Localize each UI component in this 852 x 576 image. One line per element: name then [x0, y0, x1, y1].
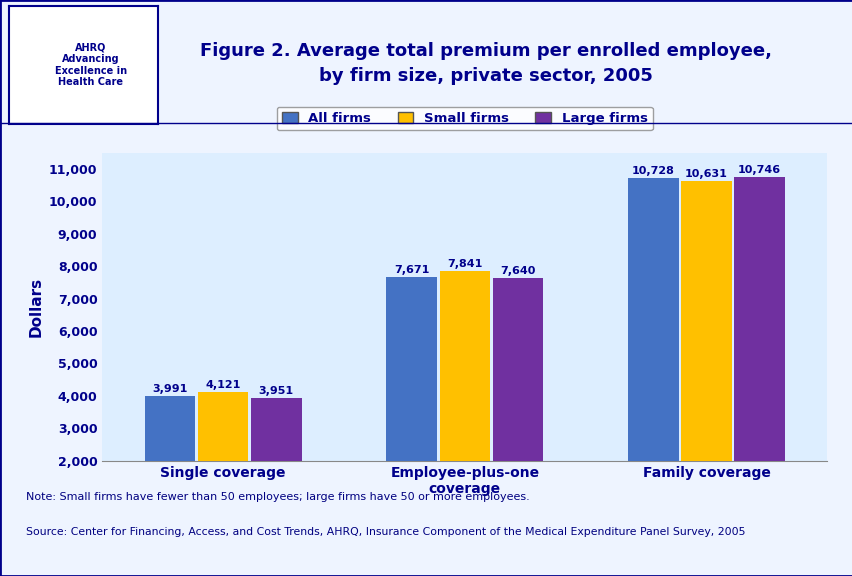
Text: 10,728: 10,728	[631, 166, 674, 176]
Bar	[250, 397, 302, 461]
Y-axis label: Dollars: Dollars	[28, 276, 43, 337]
Bar	[198, 392, 248, 461]
Text: 3,951: 3,951	[258, 385, 294, 396]
Text: 4,121: 4,121	[205, 380, 240, 390]
Text: AHRQ
Advancing
Excellence in
Health Care: AHRQ Advancing Excellence in Health Care	[55, 43, 127, 87]
Bar	[145, 396, 195, 461]
Text: 7,640: 7,640	[500, 266, 535, 276]
Text: Figure 2. Average total premium per enrolled employee,
by firm size, private sec: Figure 2. Average total premium per enro…	[200, 42, 771, 85]
Bar	[681, 181, 731, 461]
Text: Source: Center for Financing, Access, and Cost Trends, AHRQ, Insurance Component: Source: Center for Financing, Access, an…	[26, 527, 744, 537]
Bar	[386, 277, 436, 461]
Bar	[492, 278, 543, 461]
Bar	[734, 177, 784, 461]
Legend: All firms, Small firms, Large firms: All firms, Small firms, Large firms	[276, 107, 653, 130]
Bar	[627, 177, 678, 461]
Text: 3,991: 3,991	[153, 384, 187, 394]
Bar	[439, 271, 490, 461]
Text: 7,671: 7,671	[394, 265, 429, 275]
Text: 10,631: 10,631	[684, 169, 727, 179]
Text: 7,841: 7,841	[446, 259, 482, 270]
Text: Note: Small firms have fewer than 50 employees; large firms have 50 or more empl: Note: Small firms have fewer than 50 emp…	[26, 492, 529, 502]
Text: 10,746: 10,746	[737, 165, 780, 175]
